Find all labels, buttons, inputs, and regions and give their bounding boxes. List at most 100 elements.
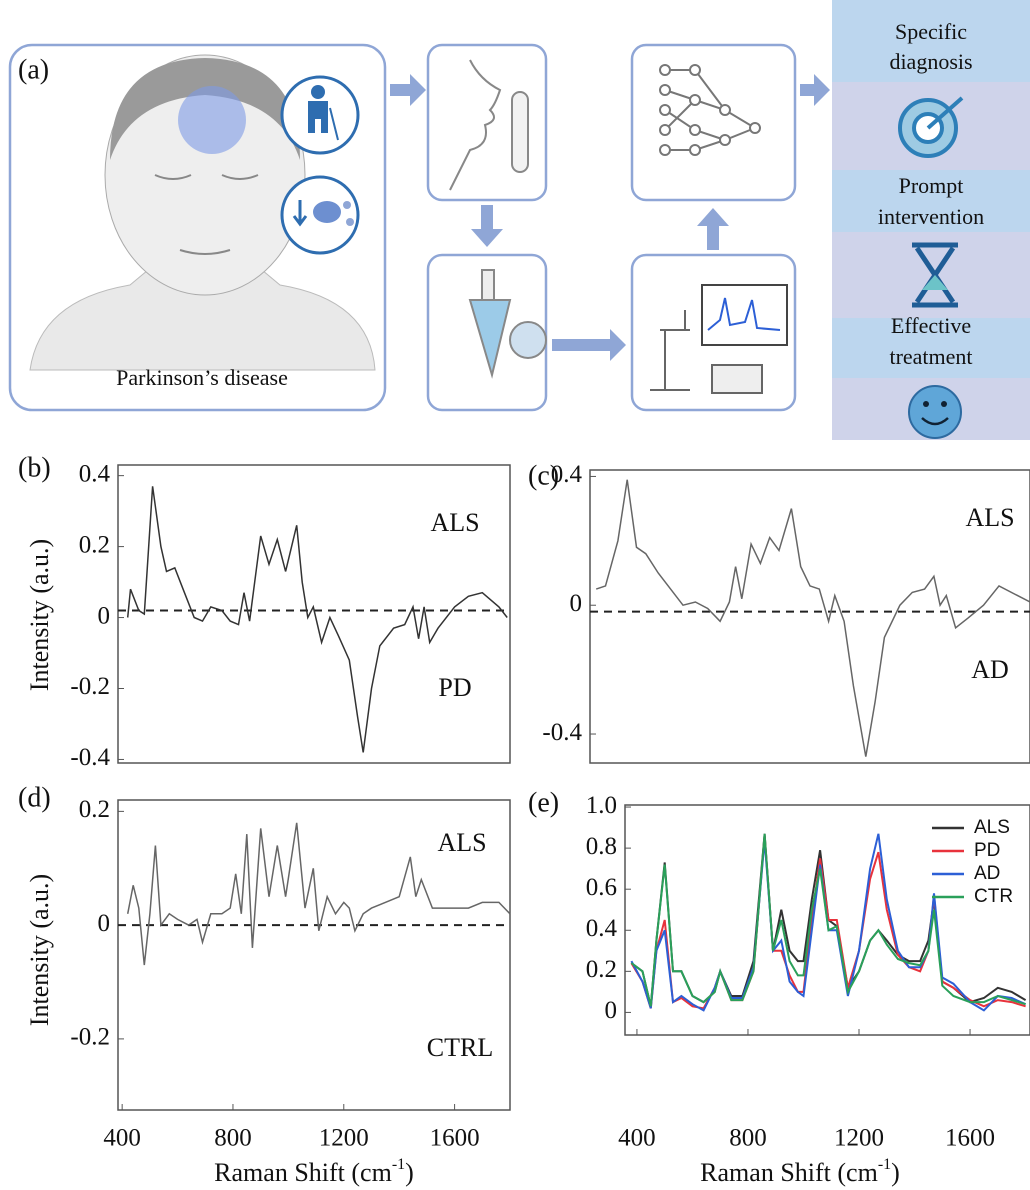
icon-part xyxy=(921,417,949,426)
box-icons xyxy=(449,59,788,394)
y-axis-label: Intensity (a.u.) xyxy=(25,874,54,1026)
icon-part xyxy=(311,85,325,99)
icon-part xyxy=(313,201,341,223)
panel-label: (a) xyxy=(18,54,49,85)
icon-part xyxy=(292,200,308,227)
legend-label: ALS xyxy=(974,817,1010,838)
icon-part xyxy=(343,201,351,209)
spectrum-icon xyxy=(707,297,781,331)
tube xyxy=(511,91,529,173)
panel-label: (d) xyxy=(18,782,51,813)
legend-label: PD xyxy=(974,840,1000,861)
icon-part xyxy=(941,401,947,407)
outcome-text: intervention xyxy=(878,204,984,229)
smiley-icon xyxy=(908,385,962,439)
band xyxy=(832,318,1030,378)
spectrum-line xyxy=(630,833,1026,1007)
plot-frame xyxy=(117,464,511,764)
arrows xyxy=(390,74,830,361)
y-axis-label: Intensity (a.u.) xyxy=(25,539,54,691)
spectrum-line xyxy=(126,822,511,966)
disease-label: Parkinson’s disease xyxy=(116,365,288,390)
y-tick-label: 0.8 xyxy=(586,833,617,860)
annotation: ALS xyxy=(965,503,1014,532)
icon-part xyxy=(346,218,354,226)
annotation: CTRL xyxy=(427,1033,493,1062)
network xyxy=(659,64,761,156)
icon-part xyxy=(922,275,948,290)
icon-part xyxy=(923,401,929,407)
panel-label: (b) xyxy=(18,452,51,483)
x-axis-label-text: Raman Shift (cm xyxy=(700,1158,878,1187)
x-tick-label: 400 xyxy=(618,1125,656,1152)
pipette xyxy=(481,269,495,301)
y-tick-label: 0.4 xyxy=(551,461,583,488)
arrow xyxy=(390,74,426,106)
x-axis-label-sup: -1 xyxy=(878,1156,891,1173)
outcome-text: treatment xyxy=(889,344,972,369)
outcome-column xyxy=(832,0,1030,440)
annotation: PD xyxy=(438,673,471,702)
x-axis-label-sup: -1 xyxy=(392,1156,405,1173)
annotation: ALS xyxy=(430,508,479,537)
x-tick-label: 1200 xyxy=(319,1125,369,1152)
spectrum-line xyxy=(126,486,508,753)
brain-highlight xyxy=(178,86,246,154)
y-tick-label: 0.2 xyxy=(586,956,617,983)
outcome-text: Specific xyxy=(895,19,967,44)
x-tick-label: 1600 xyxy=(945,1125,995,1152)
panel-label: (e) xyxy=(528,787,559,818)
y-tick-label: 0.2 xyxy=(79,531,110,558)
spectrometer xyxy=(711,364,763,394)
x-axis-label: Raman Shift (cm-1) xyxy=(700,1156,900,1187)
face-profile xyxy=(449,59,502,191)
x-axis-label: Raman Shift (cm-1) xyxy=(214,1156,414,1187)
band xyxy=(832,170,1030,232)
arrow xyxy=(471,205,503,247)
icon-part xyxy=(308,101,339,141)
y-tick-label: -0.2 xyxy=(70,1024,110,1051)
x-tick-label: 1200 xyxy=(834,1125,884,1152)
y-tick-label: -0.4 xyxy=(542,719,582,746)
y-tick-label: 0.2 xyxy=(79,796,110,823)
face-lines xyxy=(154,174,259,255)
head xyxy=(104,54,306,296)
panel-label: (c) xyxy=(528,460,559,491)
outcome-text: diagnosis xyxy=(889,49,972,74)
annotation: AD xyxy=(971,655,1009,684)
x-tick-label: 1600 xyxy=(430,1125,480,1152)
outcome-text: Effective xyxy=(891,313,971,338)
y-tick-label: 0.4 xyxy=(79,460,111,487)
outcome-text: Prompt xyxy=(899,173,964,198)
x-axis-label-text: ) xyxy=(891,1158,900,1187)
spectrum-line xyxy=(630,835,1026,1010)
plot-frame xyxy=(589,469,1030,764)
band xyxy=(832,0,1030,82)
y-tick-label: -0.2 xyxy=(70,673,110,700)
y-tick-label: -0.4 xyxy=(70,744,110,771)
monitor xyxy=(701,284,788,346)
microscope xyxy=(650,310,690,391)
y-tick-label: 0.6 xyxy=(586,874,617,901)
spectrum-line xyxy=(595,479,1030,757)
sample-view xyxy=(509,321,547,359)
plot-frame xyxy=(624,804,1030,1036)
legend-label: AD xyxy=(974,863,1000,884)
y-tick-label: 0 xyxy=(605,997,618,1024)
x-axis-label-text: ) xyxy=(405,1158,414,1187)
x-tick-label: 800 xyxy=(214,1125,252,1152)
legend-label: CTR xyxy=(974,886,1013,907)
arrow xyxy=(552,329,626,361)
y-tick-label: 0 xyxy=(98,910,111,937)
brain xyxy=(110,58,300,160)
x-axis-label-text: Raman Shift (cm xyxy=(214,1158,392,1187)
hourglass-icon xyxy=(912,242,958,308)
icon-part xyxy=(926,96,964,130)
spectrum-line xyxy=(630,833,1027,1012)
arrow xyxy=(800,74,830,106)
y-tick-label: 0.4 xyxy=(586,915,618,942)
analysis-box xyxy=(630,43,797,202)
arrow xyxy=(697,208,729,250)
